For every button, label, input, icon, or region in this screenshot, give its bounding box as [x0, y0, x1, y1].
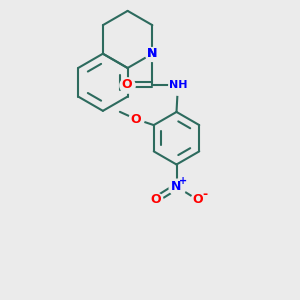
Text: N: N [147, 47, 158, 60]
Text: O: O [192, 193, 203, 206]
Text: O: O [122, 78, 132, 91]
Text: -: - [202, 188, 208, 201]
Text: O: O [150, 193, 160, 206]
Text: N: N [171, 180, 182, 193]
Text: NH: NH [169, 80, 187, 90]
Text: O: O [131, 113, 141, 126]
Text: N: N [147, 47, 158, 60]
Text: +: + [179, 176, 187, 186]
